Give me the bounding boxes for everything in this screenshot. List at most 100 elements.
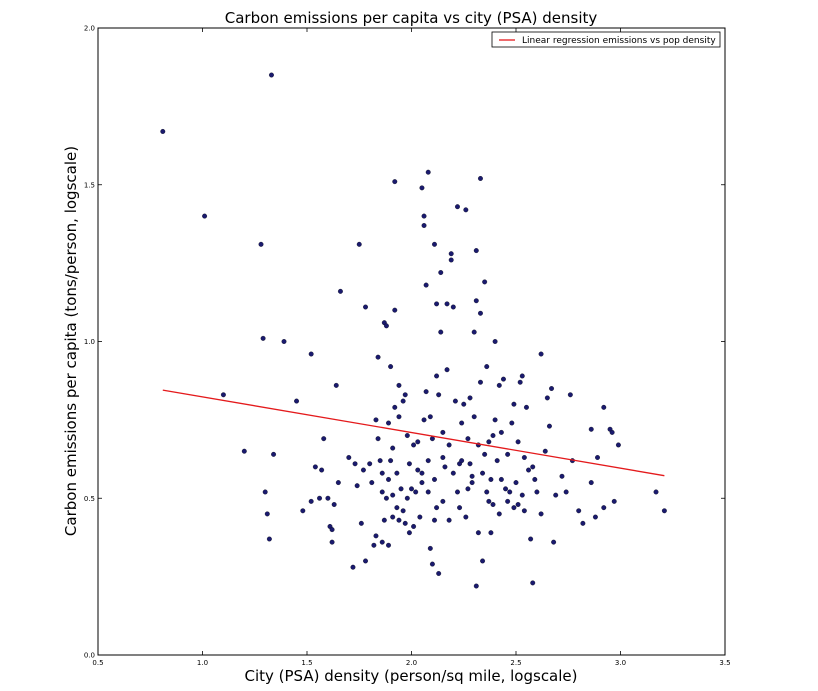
data-point bbox=[444, 301, 450, 307]
data-point bbox=[492, 417, 498, 423]
data-point bbox=[455, 489, 460, 495]
data-point bbox=[461, 401, 467, 407]
data-point bbox=[398, 486, 404, 492]
x-axis-label: City (PSA) density (person/sq mile, logs… bbox=[244, 667, 577, 685]
data-point bbox=[546, 423, 552, 429]
data-point bbox=[459, 420, 465, 426]
data-point bbox=[588, 480, 594, 486]
data-point bbox=[436, 571, 442, 576]
data-point bbox=[549, 386, 554, 391]
data-point bbox=[448, 251, 454, 257]
data-point bbox=[505, 498, 511, 504]
data-point bbox=[383, 495, 389, 501]
data-point bbox=[308, 498, 314, 504]
data-point bbox=[356, 241, 362, 247]
data-point bbox=[427, 414, 433, 420]
data-point bbox=[478, 176, 483, 181]
data-point bbox=[354, 483, 360, 489]
data-point bbox=[260, 335, 266, 341]
x-tick-label: 3.0 bbox=[615, 659, 626, 667]
data-point bbox=[333, 382, 339, 388]
data-point bbox=[475, 530, 481, 536]
data-point bbox=[388, 364, 394, 370]
data-point bbox=[467, 461, 473, 467]
data-point bbox=[394, 505, 400, 511]
data-point bbox=[526, 467, 531, 473]
data-point bbox=[312, 464, 318, 470]
data-point bbox=[473, 583, 479, 589]
data-point bbox=[373, 533, 379, 539]
data-point bbox=[406, 461, 412, 467]
data-point bbox=[390, 445, 396, 451]
data-point bbox=[400, 398, 406, 404]
data-point bbox=[300, 508, 306, 514]
data-point bbox=[478, 379, 483, 385]
data-point bbox=[319, 467, 325, 473]
data-point bbox=[486, 439, 492, 445]
regression-line bbox=[162, 389, 665, 477]
data-point bbox=[335, 480, 341, 486]
data-point bbox=[559, 473, 565, 479]
data-point bbox=[588, 426, 594, 432]
data-point bbox=[396, 382, 402, 388]
data-point bbox=[551, 539, 557, 545]
data-point bbox=[352, 461, 358, 467]
data-point bbox=[450, 470, 456, 476]
data-point bbox=[436, 392, 442, 398]
legend-label: Linear regression emissions vs pop densi… bbox=[522, 36, 716, 46]
data-point bbox=[538, 511, 544, 517]
x-tick-label: 2.0 bbox=[406, 659, 417, 667]
data-point bbox=[432, 517, 437, 523]
data-point bbox=[524, 404, 529, 410]
data-point bbox=[450, 304, 456, 310]
data-point bbox=[371, 542, 377, 548]
data-point bbox=[329, 527, 335, 533]
data-point bbox=[363, 304, 368, 310]
data-point bbox=[601, 505, 607, 511]
data-point bbox=[511, 401, 517, 407]
data-point bbox=[434, 505, 440, 511]
data-point bbox=[595, 455, 600, 460]
data-point bbox=[484, 489, 490, 495]
y-tick-label: 0.5 bbox=[84, 495, 95, 503]
data-point bbox=[432, 241, 437, 247]
data-point bbox=[615, 442, 621, 448]
data-point bbox=[429, 561, 435, 567]
data-point bbox=[394, 470, 400, 476]
data-point bbox=[448, 257, 454, 263]
data-point bbox=[440, 498, 446, 504]
data-point bbox=[406, 530, 412, 536]
data-point bbox=[258, 241, 264, 247]
data-point bbox=[534, 489, 540, 495]
chart-title: Carbon emissions per capita vs city (PSA… bbox=[225, 9, 598, 27]
axis-ticks: 0.5 1.0 1.5 2.0 2.5 3.0 3.50.00.51.01.52.0 bbox=[84, 25, 731, 668]
data-point bbox=[465, 436, 471, 442]
data-point bbox=[411, 524, 417, 529]
data-point bbox=[521, 508, 527, 514]
data-point bbox=[392, 307, 398, 313]
data-point bbox=[379, 470, 385, 476]
data-point bbox=[415, 467, 421, 473]
data-point bbox=[434, 301, 440, 307]
data-point bbox=[425, 489, 431, 495]
data-point bbox=[478, 310, 483, 316]
data-point bbox=[264, 511, 270, 517]
data-point bbox=[369, 480, 375, 486]
data-point bbox=[446, 517, 452, 523]
data-point bbox=[457, 505, 463, 511]
data-point bbox=[455, 204, 460, 210]
data-point bbox=[404, 433, 410, 438]
data-point bbox=[360, 467, 366, 473]
data-point bbox=[220, 392, 226, 398]
data-point bbox=[519, 492, 525, 498]
data-point bbox=[482, 451, 488, 457]
data-point bbox=[411, 442, 417, 448]
y-tick-label: 1.0 bbox=[84, 338, 95, 346]
data-point bbox=[386, 420, 391, 426]
data-point bbox=[413, 489, 419, 495]
data-point bbox=[308, 351, 314, 357]
data-point bbox=[421, 213, 427, 219]
data-point bbox=[463, 207, 469, 213]
plot-area bbox=[97, 27, 726, 656]
data-point bbox=[271, 451, 277, 457]
